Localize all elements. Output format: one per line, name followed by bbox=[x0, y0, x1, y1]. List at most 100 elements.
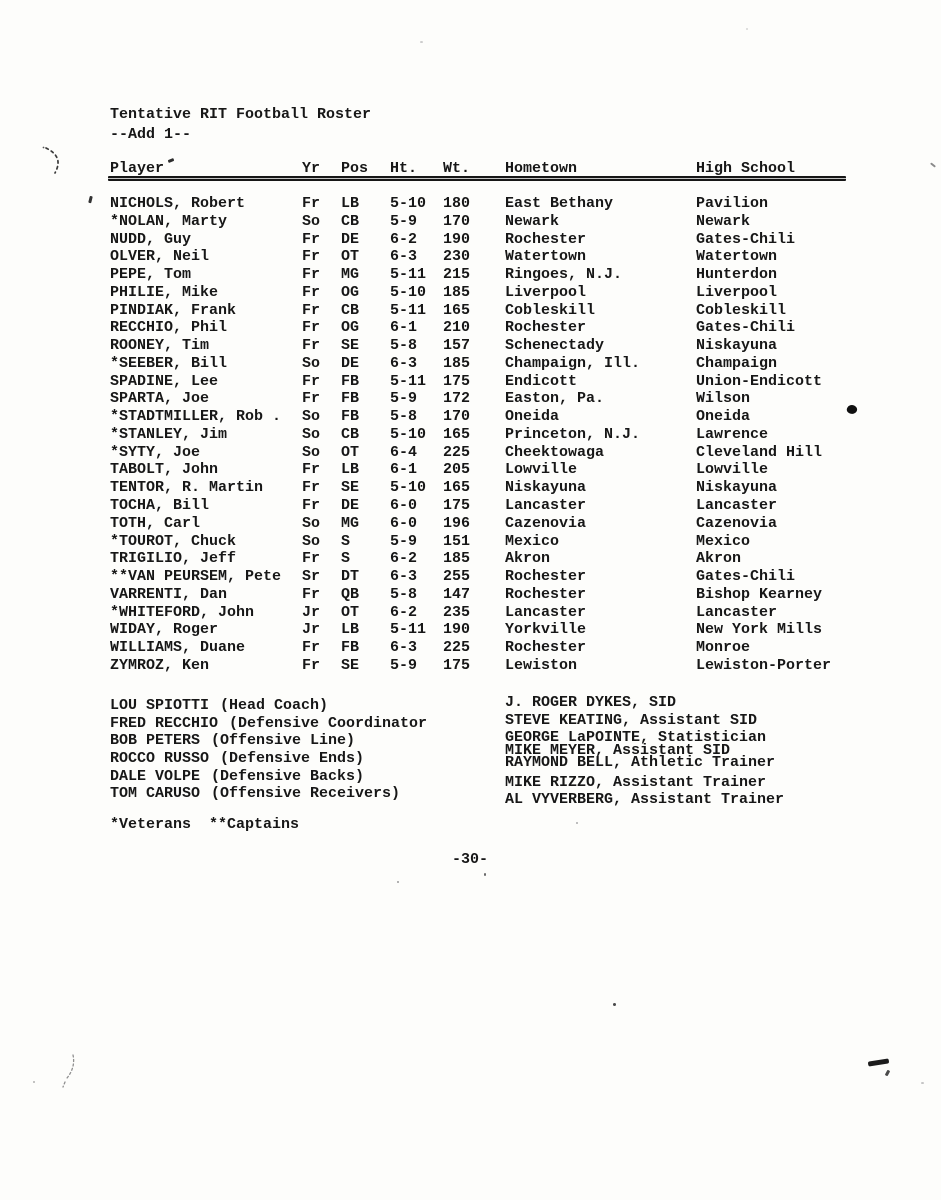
cell-hometown: Princeton, N.J. bbox=[505, 425, 641, 443]
cell-name: *TOUROT, Chuck bbox=[110, 532, 237, 550]
cell-wt: 190 bbox=[443, 621, 471, 639]
cell-pos: DT bbox=[341, 568, 360, 586]
coach-name: FRED RECCHIO bbox=[110, 714, 219, 732]
table-row: *WHITEFORD, John Jr OT 6-2 235 Lancaster Lanca… bbox=[110, 604, 870, 623]
cell-hometown: Champaign, Ill. bbox=[505, 354, 641, 372]
cell-hometown: Lancaster bbox=[505, 497, 587, 515]
cell-ht: 6-4 bbox=[390, 443, 418, 461]
cell-hometown: Lewiston bbox=[505, 656, 578, 674]
table-row: *SYTY, Joe So OT 6-4 225 Cheektowaga Cleveland… bbox=[110, 443, 870, 463]
cell-ht: 5-9 bbox=[390, 532, 418, 550]
cell-ht: 5-8 bbox=[390, 337, 418, 355]
table-row: PEPE, Tom Fr MG 5-11 215 Ringoes, N.J. Hunterd… bbox=[110, 267, 870, 285]
cell-high-school: Gates-Chili bbox=[696, 230, 796, 248]
cell-hometown: Watertown bbox=[505, 248, 587, 266]
coach-entry: LOU SPIOTTI (Head Coach) bbox=[110, 698, 427, 716]
cell-name: WIDAY, Roger bbox=[110, 621, 219, 639]
cell-wt: 255 bbox=[443, 568, 471, 586]
asterisk-legend: *Veterans **Captains bbox=[110, 816, 300, 833]
cell-yr: Fr bbox=[302, 585, 321, 603]
cell-pos: FB bbox=[341, 639, 360, 657]
staff-entry: MIKE RIZZO, Assistant Trainer bbox=[505, 774, 767, 791]
cell-name: *SYTY, Joe bbox=[110, 443, 201, 461]
col-header-player: Player bbox=[110, 160, 165, 177]
page-number-mark: -30- bbox=[452, 851, 489, 868]
cell-ht: 6-2 bbox=[390, 550, 418, 568]
cell-yr: Fr bbox=[302, 497, 321, 515]
cell-name: ZYMROZ, Ken bbox=[110, 656, 210, 674]
cell-pos: LB bbox=[341, 461, 360, 479]
cell-name: TOTH, Carl bbox=[110, 514, 201, 532]
cell-pos: MG bbox=[341, 514, 360, 532]
cell-pos: FB bbox=[341, 390, 360, 408]
scan-speck bbox=[921, 1082, 924, 1084]
cell-high-school: Niskayuna bbox=[696, 337, 778, 355]
cell-wt: 165 bbox=[443, 301, 471, 319]
handwritten-check-mark bbox=[42, 146, 59, 174]
coach-role: (Defensive Coordinator bbox=[229, 714, 428, 732]
table-row: WIDAY, Roger Jr LB 5-11 190 Yorkville New York… bbox=[110, 622, 870, 640]
cell-name: TABOLT, John bbox=[110, 461, 219, 479]
cell-yr: Fr bbox=[302, 195, 321, 212]
cell-high-school: Oneida bbox=[696, 408, 751, 426]
cell-high-school: Union-Endicott bbox=[696, 372, 823, 390]
cell-ht: 5-11 bbox=[390, 266, 427, 284]
cell-ht: 5-8 bbox=[390, 408, 418, 426]
cell-high-school: Watertown bbox=[696, 248, 778, 266]
cell-high-school: Champaign bbox=[696, 354, 778, 372]
cell-ht: 5-9 bbox=[390, 656, 418, 674]
table-row: TOCHA, Bill Fr DE 6-0 175 Lancaster Lancaster bbox=[110, 498, 870, 516]
cell-name: *STADTMILLER, Rob . bbox=[110, 408, 282, 426]
cell-ht: 5-10 bbox=[390, 479, 427, 497]
cell-high-school: Pavilion bbox=[696, 195, 769, 212]
cell-wt: 225 bbox=[443, 443, 471, 461]
coach-entry: FRED RECCHIO (Defensive Coordinator bbox=[110, 716, 427, 734]
cell-hometown: Cobleskill bbox=[505, 301, 596, 319]
cell-pos: S bbox=[341, 532, 351, 550]
cell-wt: 210 bbox=[443, 319, 471, 337]
scan-speck bbox=[33, 1081, 35, 1083]
cell-hometown: Schenectady bbox=[505, 337, 605, 355]
scan-speck bbox=[397, 881, 399, 883]
table-row: *SEEBER, Bill So DE 6-3 185 Champaign, Ill. Ch… bbox=[110, 354, 870, 374]
scan-speck bbox=[746, 28, 748, 30]
cell-high-school: Liverpool bbox=[696, 283, 778, 301]
cell-name: *STANLEY, Jim bbox=[110, 425, 228, 443]
cell-hometown: Rochester bbox=[505, 230, 587, 248]
cell-name: *NOLAN, Marty bbox=[110, 212, 228, 230]
coach-name: ROCCO RUSSO bbox=[110, 750, 210, 768]
staff-entry: RAYMOND BELL, Athletic Trainer bbox=[505, 754, 776, 771]
cell-hometown: Rochester bbox=[505, 639, 587, 657]
cell-pos: SE bbox=[341, 656, 360, 674]
coach-name: BOB PETERS bbox=[110, 732, 201, 750]
cell-ht: 6-0 bbox=[390, 497, 418, 515]
cell-high-school: Newark bbox=[696, 212, 751, 230]
cell-yr: Fr bbox=[302, 301, 321, 319]
col-header-hometown: Hometown bbox=[505, 160, 578, 177]
table-row: OLVER, Neil Fr OT 6-3 230 Watertown Watertown bbox=[110, 249, 870, 267]
cell-pos: QB bbox=[341, 585, 360, 603]
table-row: *STANLEY, Jim So CB 5-10 165 Princeton, N.J. L… bbox=[110, 425, 870, 445]
bottom-right-speck bbox=[884, 1069, 891, 1077]
bottom-right-dash-smudge bbox=[867, 1058, 890, 1067]
cell-hometown: Ringoes, N.J. bbox=[505, 266, 623, 284]
cell-pos: OG bbox=[341, 319, 360, 337]
cell-name: **VAN PEURSEM, Pete bbox=[110, 568, 282, 586]
table-row: PHILIE, Mike Fr OG 5-10 185 Liverpool Liverpoo… bbox=[110, 283, 870, 303]
staff-entry: AL VYVERBERG, Assistant Trainer bbox=[505, 791, 785, 808]
cell-wt: 215 bbox=[443, 266, 471, 284]
cell-wt: 205 bbox=[443, 461, 471, 479]
cell-pos: DE bbox=[341, 497, 360, 515]
coach-name: TOM CARUSO bbox=[110, 785, 201, 803]
staff-entry: MIKE MEYER, Assistant SID bbox=[505, 742, 731, 759]
cell-ht: 6-3 bbox=[390, 248, 418, 266]
cell-wt: 180 bbox=[443, 195, 471, 212]
cell-high-school: Wilson bbox=[696, 390, 751, 408]
cell-high-school: Cazenovia bbox=[696, 514, 778, 532]
cell-hometown: Rochester bbox=[505, 568, 587, 586]
cell-hometown: East Bethany bbox=[505, 195, 614, 212]
cell-wt: 230 bbox=[443, 248, 471, 266]
cell-high-school: Akron bbox=[696, 550, 742, 568]
coach-role: (Defensive Backs) bbox=[211, 767, 365, 785]
